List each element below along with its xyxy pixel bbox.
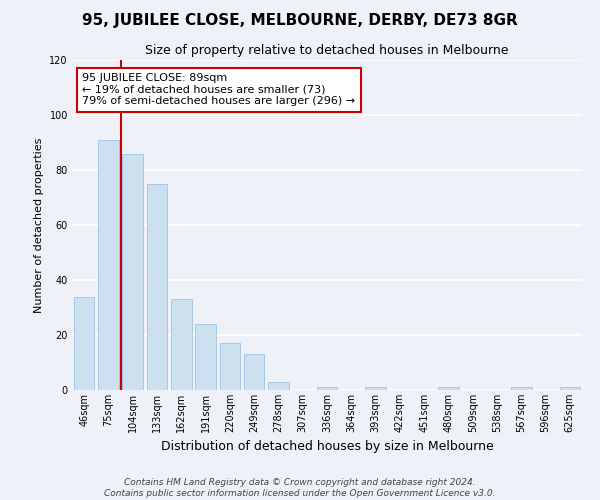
Bar xyxy=(268,382,289,390)
Bar xyxy=(171,299,191,390)
Bar xyxy=(244,354,265,390)
Bar xyxy=(560,387,580,390)
Y-axis label: Number of detached properties: Number of detached properties xyxy=(34,138,44,312)
Text: Contains HM Land Registry data © Crown copyright and database right 2024.
Contai: Contains HM Land Registry data © Crown c… xyxy=(104,478,496,498)
Bar xyxy=(511,387,532,390)
Bar xyxy=(317,387,337,390)
Bar xyxy=(98,140,119,390)
Bar xyxy=(365,387,386,390)
Bar xyxy=(220,343,240,390)
Bar xyxy=(195,324,216,390)
Bar xyxy=(438,387,459,390)
Bar xyxy=(122,154,143,390)
Text: 95, JUBILEE CLOSE, MELBOURNE, DERBY, DE73 8GR: 95, JUBILEE CLOSE, MELBOURNE, DERBY, DE7… xyxy=(82,12,518,28)
Title: Size of property relative to detached houses in Melbourne: Size of property relative to detached ho… xyxy=(145,44,509,58)
X-axis label: Distribution of detached houses by size in Melbourne: Distribution of detached houses by size … xyxy=(161,440,493,454)
Text: 95 JUBILEE CLOSE: 89sqm
← 19% of detached houses are smaller (73)
79% of semi-de: 95 JUBILEE CLOSE: 89sqm ← 19% of detache… xyxy=(82,73,355,106)
Bar xyxy=(146,184,167,390)
Bar xyxy=(74,296,94,390)
